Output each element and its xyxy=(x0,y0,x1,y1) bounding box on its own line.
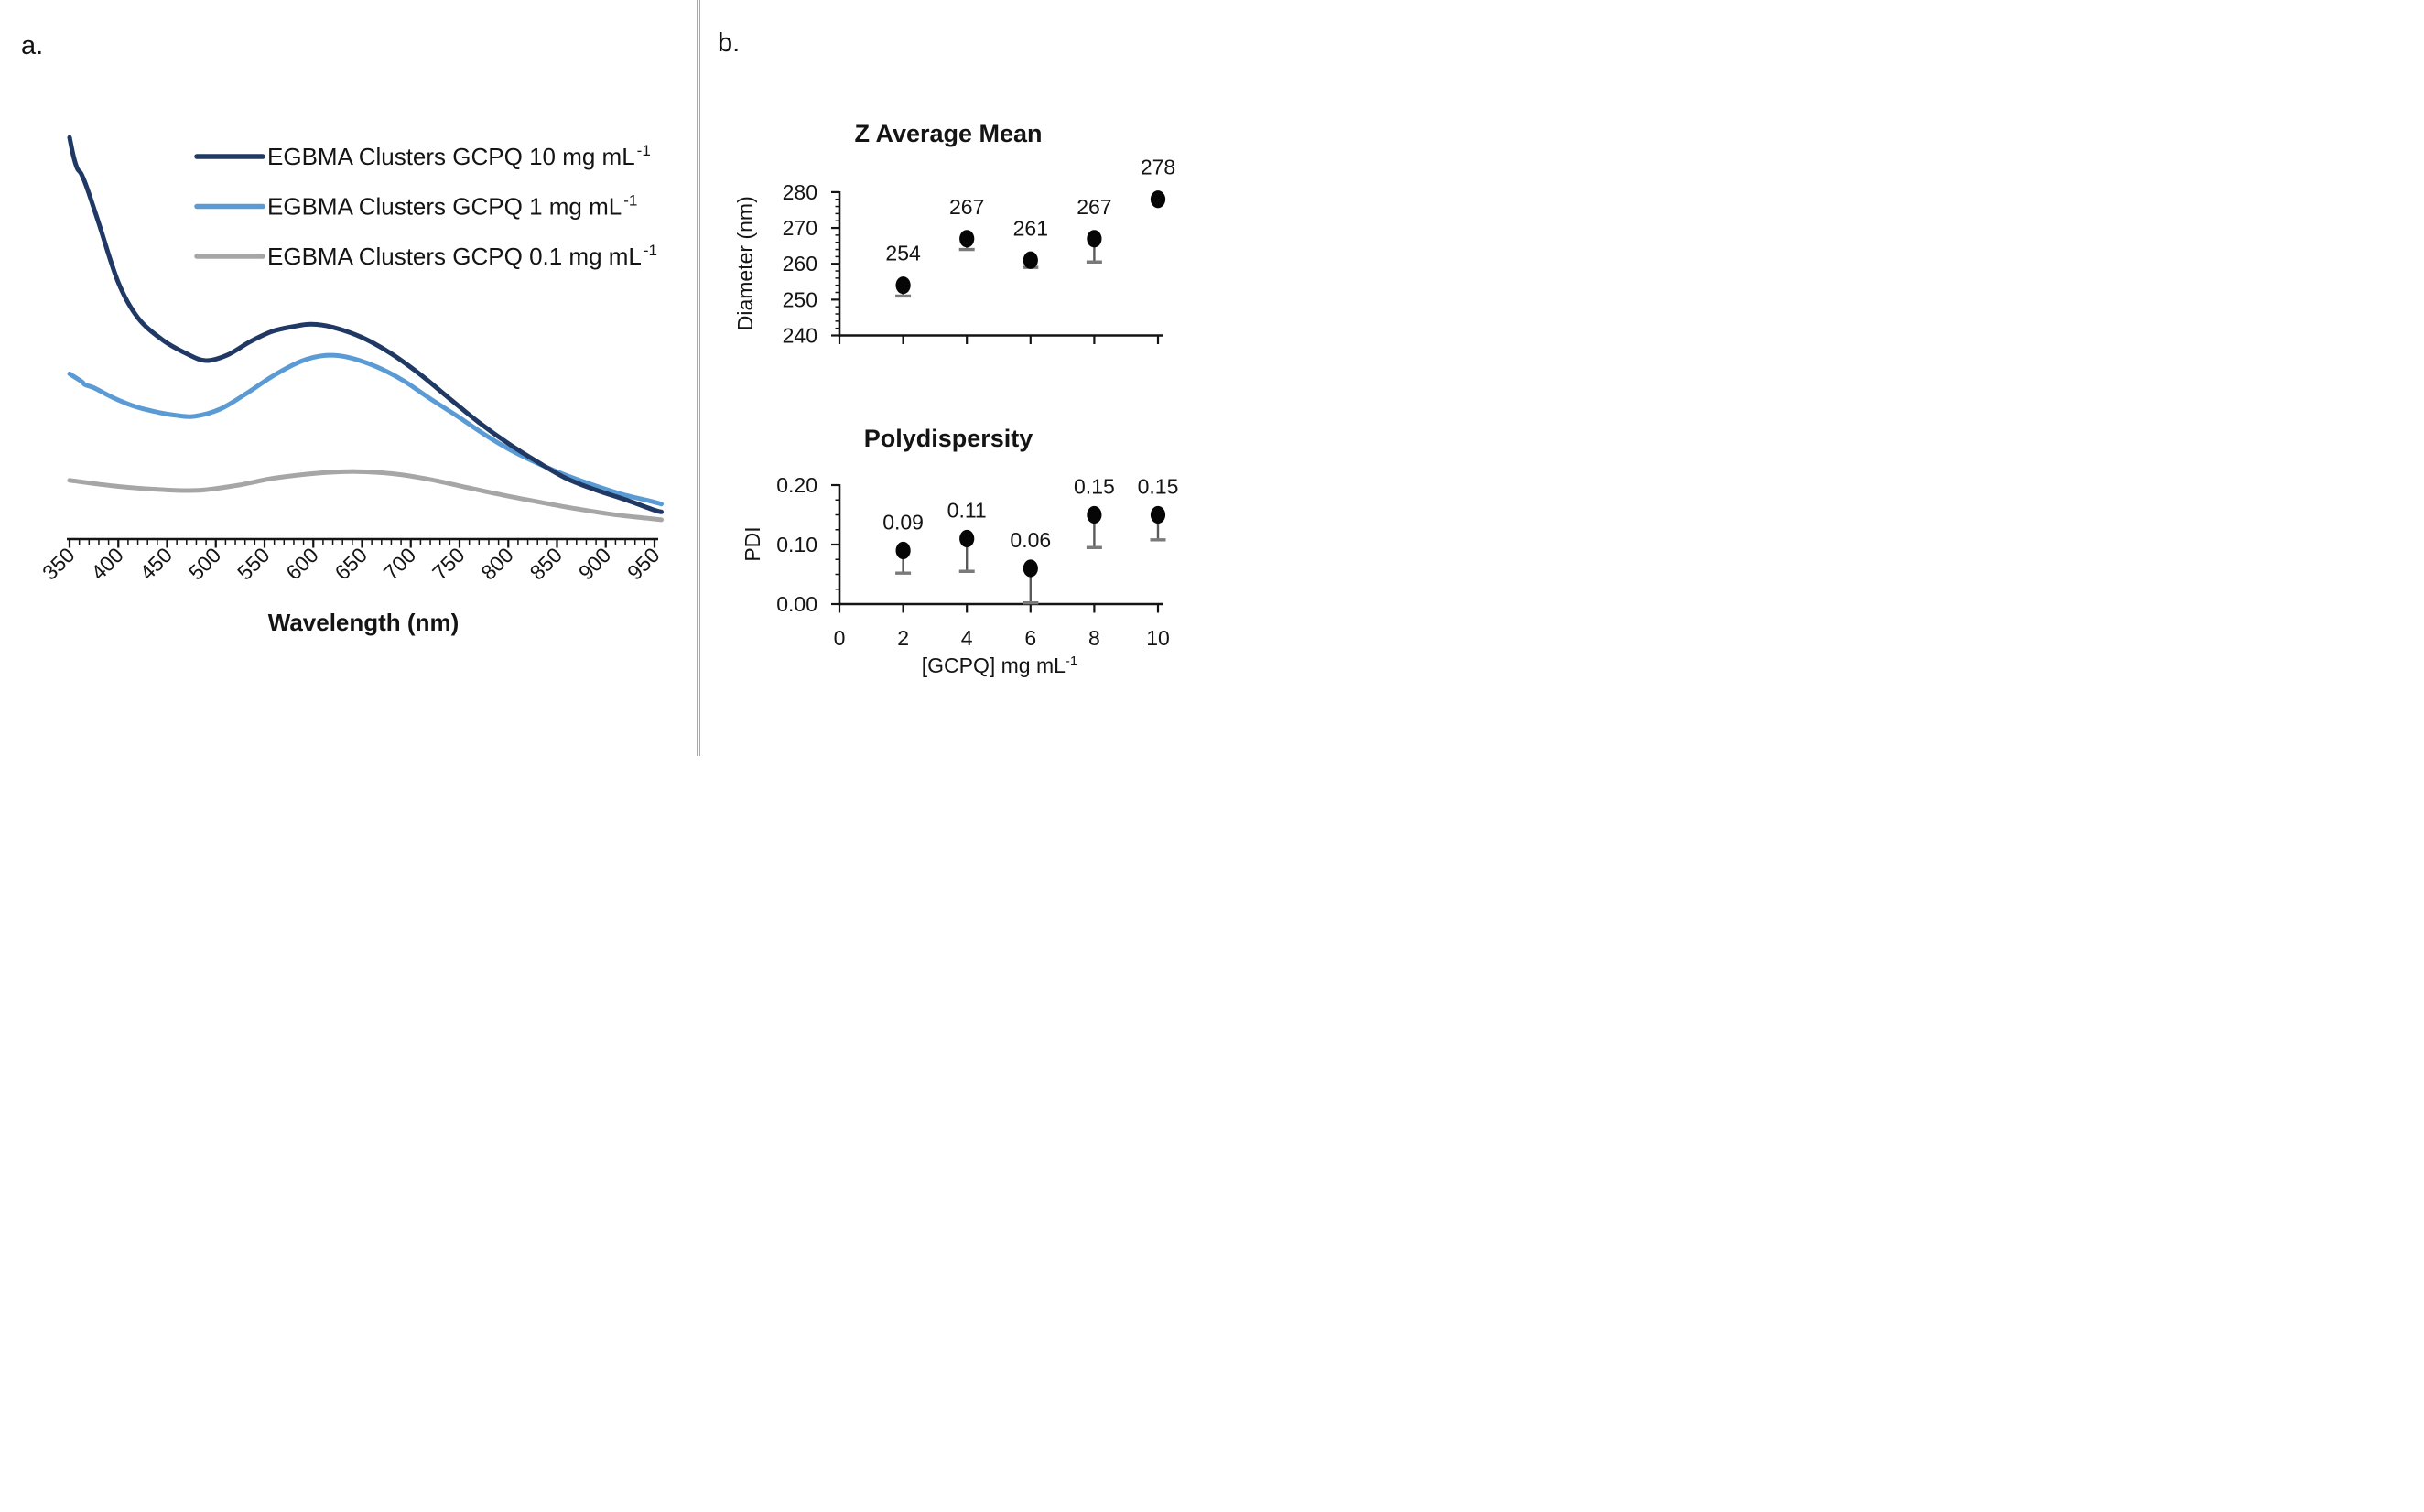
marker xyxy=(895,276,911,295)
marker xyxy=(1023,559,1038,578)
legend-label: EGBMA Clusters GCPQ 0.1 mg mL -1 xyxy=(267,242,657,270)
y-tick-label: 240 xyxy=(783,324,817,348)
y-tick-label: 0.20 xyxy=(776,473,817,497)
data-point: 0.09 xyxy=(882,511,924,575)
point-value-label: 0.15 xyxy=(1138,475,1179,499)
data-point: 278 xyxy=(1141,156,1175,209)
x-tick-label: 600 xyxy=(281,543,323,585)
spectra-curve-0 xyxy=(67,135,664,514)
x-tick-label: 450 xyxy=(135,543,178,585)
x-tick-label: 800 xyxy=(476,543,518,585)
marker xyxy=(1150,190,1166,209)
x-tick-label: 900 xyxy=(574,543,616,585)
x-axis-title: Wavelength (nm) xyxy=(268,609,459,636)
x-tick-label: 10 xyxy=(1146,626,1170,650)
z_average-chart: 240 250 260 270 280 Z Average Mean Diameter (n… xyxy=(733,120,1175,348)
marker xyxy=(1087,505,1102,524)
panel-divider-line xyxy=(697,0,700,756)
data-point: 267 xyxy=(949,195,984,252)
y-tick-label: 260 xyxy=(783,252,817,275)
y-tick-label: 250 xyxy=(783,287,817,311)
marker xyxy=(1087,230,1102,248)
point-value-label: 278 xyxy=(1141,156,1175,179)
marker xyxy=(1150,505,1166,524)
spectra-legend: EGBMA Clusters GCPQ 10 mg mL -1 EGBMA Clus… xyxy=(194,142,657,270)
legend-label: EGBMA Clusters GCPQ 10 mg mL -1 xyxy=(267,142,651,170)
data-point: 267 xyxy=(1077,195,1112,264)
x-tick-label: 950 xyxy=(622,543,665,585)
x-axis-title: [GCPQ] mg mL-1 xyxy=(922,653,1078,677)
y-axis-title: Diameter (nm) xyxy=(733,196,757,330)
y-axis-title: PDI xyxy=(741,526,764,561)
point-value-label: 261 xyxy=(1013,216,1048,240)
x-tick-label: 550 xyxy=(233,543,275,585)
y-tick-label: 0.00 xyxy=(776,592,817,616)
marker xyxy=(895,541,911,560)
spectra-x-axis: 350 400 450 500 550 600 650 700 750 800 850 900 950 xyxy=(38,537,665,585)
marker xyxy=(1023,251,1038,269)
x-tick-label: 4 xyxy=(961,626,973,650)
x-tick-label: 650 xyxy=(330,543,373,585)
legend-item-0: EGBMA Clusters GCPQ 10 mg mL -1 xyxy=(194,142,651,170)
spectra-curves xyxy=(67,135,664,523)
x-tick-label: 500 xyxy=(184,543,226,585)
x-tick-label: 400 xyxy=(86,543,128,585)
z_average-title: Z Average Mean xyxy=(854,120,1042,147)
data-point: 0.11 xyxy=(947,499,987,573)
point-value-label: 0.06 xyxy=(1010,528,1051,552)
data-point: 261 xyxy=(1013,216,1048,269)
x-tick-label: 700 xyxy=(379,543,421,585)
x-tick-label: 0 xyxy=(834,626,846,650)
spectra-curve-2 xyxy=(67,469,664,523)
point-value-label: 267 xyxy=(949,195,984,219)
x-tick-label: 750 xyxy=(427,543,470,585)
polydispersity-chart: 0.00 0.10 0.20 0 2 4 6 8 10 Polydispersity PDI [GCP… xyxy=(741,425,1178,677)
legend-label: EGBMA Clusters GCPQ 1 mg mL -1 xyxy=(267,192,637,221)
point-value-label: 267 xyxy=(1077,195,1111,219)
point-value-label: 254 xyxy=(885,242,921,265)
x-tick-label: 6 xyxy=(1024,626,1036,650)
data-point: 0.15 xyxy=(1074,475,1115,549)
y-tick-label: 270 xyxy=(783,216,817,240)
marker xyxy=(959,529,975,548)
marker xyxy=(959,230,975,248)
y-tick-label: 280 xyxy=(783,180,817,204)
panel-b-label: b. xyxy=(718,28,741,58)
spectra-chart: 350 400 450 500 550 600 650 700 750 800 850 900 950 W… xyxy=(38,135,665,636)
legend-item-2: EGBMA Clusters GCPQ 0.1 mg mL -1 xyxy=(194,242,657,270)
point-value-label: 0.15 xyxy=(1074,475,1115,499)
legend-item-1: EGBMA Clusters GCPQ 1 mg mL -1 xyxy=(194,192,637,221)
data-point: 254 xyxy=(885,242,921,298)
data-point: 0.15 xyxy=(1138,475,1179,542)
x-tick-label: 350 xyxy=(38,543,80,585)
point-value-label: 0.09 xyxy=(882,511,924,535)
figure-page: a. b. 350 400 450 500 550 600 650 700 750 800 850 9… xyxy=(0,0,1212,756)
point-value-label: 0.11 xyxy=(947,499,987,523)
x-tick-label: 2 xyxy=(897,626,909,650)
x-tick-label: 850 xyxy=(525,543,568,585)
polydispersity-title: Polydispersity xyxy=(864,425,1033,452)
panel-a-label: a. xyxy=(21,31,44,60)
data-point: 0.06 xyxy=(1010,528,1051,605)
x-tick-label: 8 xyxy=(1088,626,1100,650)
y-tick-label: 0.10 xyxy=(776,533,817,556)
